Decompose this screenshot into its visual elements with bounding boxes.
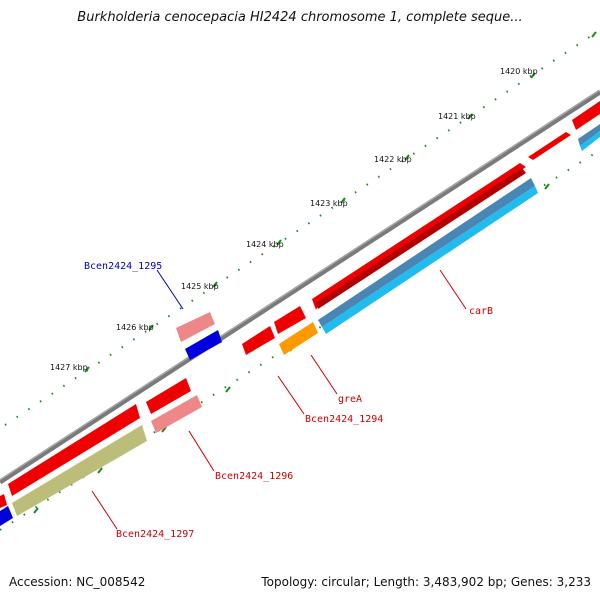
gene-bcen2424-1296-rev	[151, 395, 202, 433]
gene-bcen2424-1296	[146, 378, 191, 414]
gene-carb-upper	[528, 132, 571, 160]
backbone-highlight	[0, 89, 600, 481]
gene-bcen2424-1297-olive	[12, 425, 147, 516]
tick-label-1427: 1427 kbp	[50, 363, 88, 372]
gene-grea	[279, 322, 318, 355]
gene-top-right-steel	[578, 124, 600, 146]
leader-lines	[91, 269, 467, 530]
label-grea: greA	[338, 394, 362, 405]
gene-carb-shadow	[316, 168, 526, 309]
map-title: Burkholderia cenocepacia HI2424 chromoso…	[77, 10, 523, 25]
outer-ruler-dots	[4, 30, 600, 426]
topology-text: Topology: circular; Length: 3,483,902 bp…	[261, 575, 591, 589]
label-bcen2424-1295: Bcen2424_1295	[84, 261, 162, 272]
tick-label-1424: 1424 kbp	[246, 240, 284, 249]
gene-carb-cyan	[322, 186, 538, 334]
label-bcen2424-1296: Bcen2424_1296	[215, 471, 293, 482]
gene-grea-fwd	[242, 326, 275, 355]
tick-label-1420: 1420 kbp	[500, 67, 538, 76]
chromosome-backbone	[0, 89, 600, 485]
gene-bcen2424-1294	[274, 306, 306, 334]
label-bcen2424-1297: Bcen2424_1297	[116, 529, 194, 540]
forward-strand-genes	[0, 101, 600, 508]
gene-left-edge-red	[0, 494, 7, 508]
gene-bcen2424-1297	[8, 404, 140, 496]
gene-left-edge-blue	[0, 506, 13, 526]
tick-label-1423: 1423 kbp	[310, 199, 348, 208]
accession-text: Accession: NC_008542	[9, 575, 146, 589]
gene-carb-steel	[318, 178, 535, 327]
tick-label-1426: 1426 kbp	[116, 323, 154, 332]
gene-bcen2424-1295-fwd	[176, 312, 215, 342]
gene-bcen2424-1295	[185, 330, 222, 360]
label-bcen2424-1294: Bcen2424_1294	[305, 414, 383, 425]
tick-label-1425: 1425 kbp	[181, 282, 219, 291]
gene-top-right-cyan	[580, 131, 600, 151]
label-carb: carB	[469, 306, 493, 317]
gene-arrow-top-right	[572, 101, 600, 130]
outer-major-ticks	[84, 31, 597, 373]
tick-label-1421: 1421 kbp	[438, 112, 476, 121]
tick-label-1422: 1422 kbp	[374, 155, 412, 164]
